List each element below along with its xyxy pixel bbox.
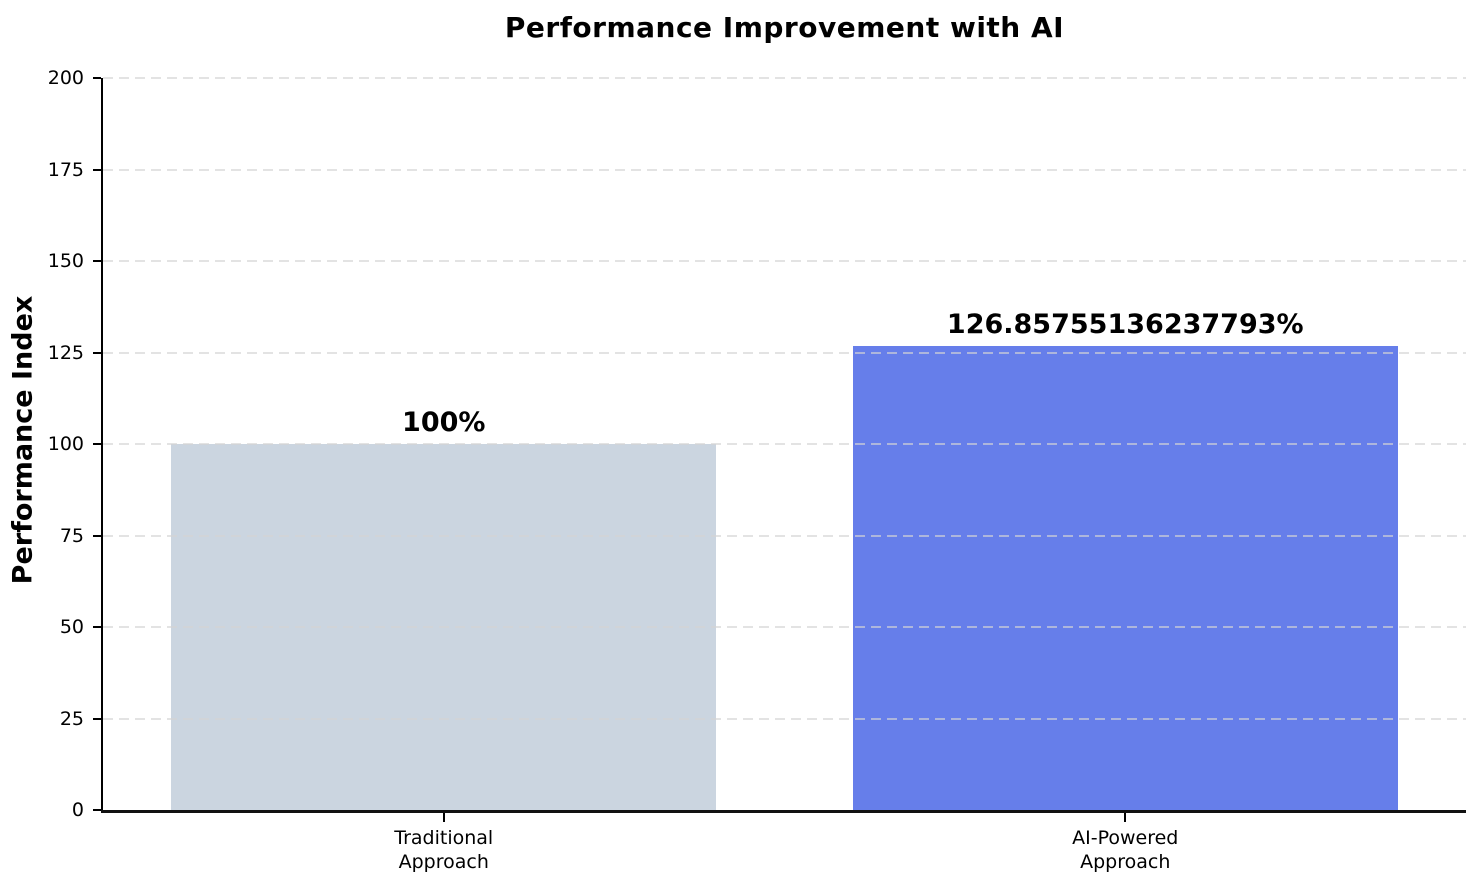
y-tick [93,534,101,537]
y-tick [93,809,101,811]
y-axis-label: Performance Index [7,295,39,585]
grid-line [103,717,1466,720]
y-tick-label: 125 [47,341,84,364]
grid-line [103,260,1466,262]
x-tick-label-line: Approach [1080,851,1171,874]
chart-title: Performance Improvement with AI [504,11,1065,44]
y-tick-label: 150 [47,250,84,272]
y-tick [93,260,101,262]
x-tick-label: AI-Powered Approach [1072,826,1178,875]
bar [852,345,1398,810]
grid-line [103,77,1466,79]
y-tick-label: 175 [47,158,84,181]
plot-area: 0 25 50 75 100 125 150 175 200 100% Traditional App… [48,67,1466,873]
grid-line [103,351,1466,354]
bar-value-label: 126.85755136237793% [946,308,1304,340]
grid-line [103,168,1466,171]
x-tick-label-line: Traditional [394,827,494,849]
grid-line [103,443,1466,445]
x-tick-label-line: Approach [398,851,489,874]
x-tick-label-line: AI-Powered [1072,827,1179,849]
bar-value-label: 100% [402,407,486,438]
y-tick-label: 75 [59,524,84,547]
grid-line [103,534,1466,537]
x-tick [1124,813,1127,822]
y-tick [93,351,101,354]
y-axis-spine [101,78,103,813]
y-tick [93,717,101,720]
y-tick [93,168,101,171]
x-axis-spine [101,810,1466,813]
y-tick [93,626,101,628]
y-tick [93,443,101,445]
y-tick-label: 50 [59,616,84,638]
y-tick-label: 25 [59,707,84,730]
grid-line [103,626,1466,628]
y-tick-label: 100 [47,433,84,455]
y-tick [93,77,101,79]
y-tick-label: 0 [71,799,84,821]
x-tick [442,813,445,822]
y-tick-label: 200 [47,67,84,89]
x-tick-label: Traditional Approach [394,826,493,875]
